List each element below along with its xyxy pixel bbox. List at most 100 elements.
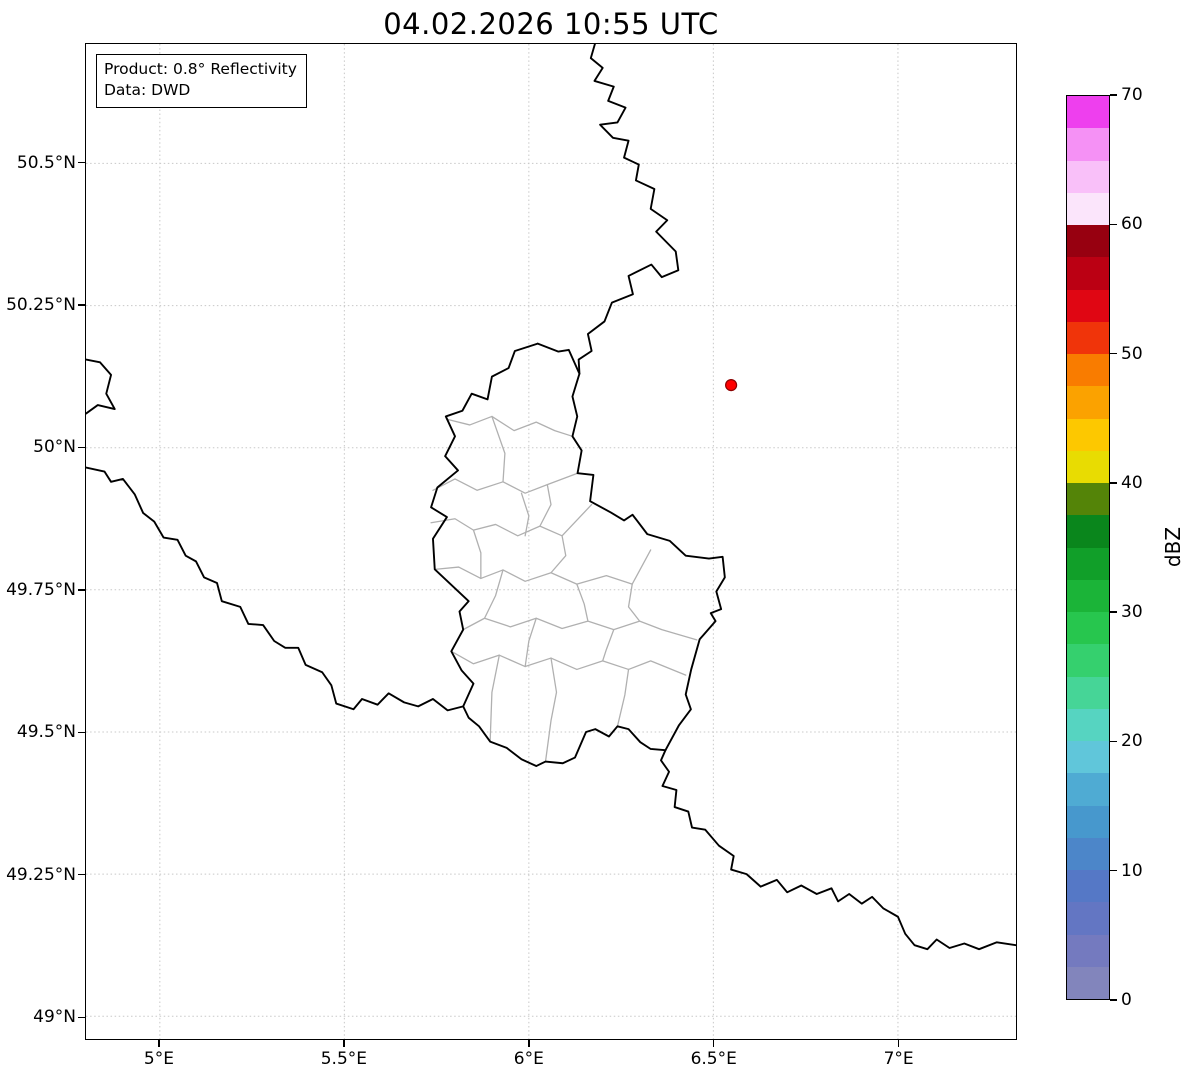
region-border-path bbox=[627, 583, 641, 622]
y-tick-mark bbox=[78, 161, 85, 164]
colorbar-segment bbox=[1067, 257, 1109, 290]
colorbar-tick-label: 70 bbox=[1121, 85, 1143, 105]
y-tick-label: 49°N bbox=[33, 1007, 76, 1028]
colorbar-segment bbox=[1067, 837, 1109, 870]
y-tick-mark bbox=[78, 446, 85, 449]
colorbar-segment bbox=[1067, 418, 1109, 451]
x-tick-mark bbox=[528, 1040, 530, 1047]
colorbar-segment bbox=[1067, 128, 1109, 161]
map-canvas bbox=[86, 44, 1016, 1039]
y-tick-mark bbox=[78, 304, 85, 306]
x-tick-mark bbox=[713, 1040, 715, 1047]
region-border-path bbox=[491, 415, 506, 483]
y-tick-label: 50°N bbox=[33, 437, 76, 458]
colorbar-segment bbox=[1067, 289, 1109, 322]
colorbar-segment bbox=[1067, 773, 1109, 806]
data-source-label: Data: DWD bbox=[104, 81, 191, 100]
colorbar-segment bbox=[1067, 741, 1109, 774]
y-tick-label: 49.5°N bbox=[16, 722, 76, 743]
colorbar-tick-label: 0 bbox=[1121, 990, 1132, 1010]
y-tick-label: 49.75°N bbox=[6, 579, 76, 600]
region-border-path bbox=[550, 535, 567, 574]
region-border-path bbox=[432, 472, 579, 494]
product-label: Product: 0.8° Reflectivity bbox=[104, 60, 297, 78]
colorbar-tick-label: 60 bbox=[1121, 214, 1143, 235]
country-border-path bbox=[86, 358, 116, 415]
region-border-path bbox=[434, 549, 652, 585]
colorbar-tick-mark bbox=[1110, 352, 1117, 355]
colorbar-tick-mark bbox=[1110, 740, 1117, 743]
colorbar-segment bbox=[1067, 321, 1109, 354]
x-tick-label: 7°E bbox=[883, 1049, 914, 1069]
y-tick-label: 50.5°N bbox=[16, 152, 76, 173]
region-border-path bbox=[430, 503, 593, 537]
colorbar-tick-mark bbox=[1110, 999, 1117, 1001]
colorbar-axis-label: dBZ bbox=[1161, 526, 1185, 568]
x-tick-mark bbox=[158, 1040, 160, 1047]
colorbar-tick-label: 10 bbox=[1121, 860, 1143, 881]
country-border-path bbox=[430, 342, 726, 767]
region-border-path bbox=[576, 583, 589, 622]
colorbar-segment bbox=[1067, 612, 1109, 645]
region-border-path bbox=[462, 617, 698, 641]
country-border-path bbox=[86, 466, 465, 712]
colorbar-segment bbox=[1067, 579, 1109, 612]
map-plot-area: Product: 0.8° Reflectivity Data: DWD bbox=[85, 43, 1017, 1040]
colorbar-tick-label: 30 bbox=[1121, 602, 1143, 623]
y-tick-mark bbox=[78, 1016, 85, 1018]
colorbar-segment bbox=[1067, 515, 1109, 548]
colorbar-segment bbox=[1067, 934, 1109, 967]
region-border-path bbox=[520, 492, 530, 537]
region-border-path bbox=[539, 483, 552, 527]
colorbar-segment bbox=[1067, 483, 1109, 516]
region-border-path bbox=[472, 529, 482, 580]
product-info-box: Product: 0.8° Reflectivity Data: DWD bbox=[96, 54, 307, 108]
region-border-path bbox=[602, 628, 615, 662]
colorbar-segment bbox=[1067, 870, 1109, 903]
region-border-path bbox=[450, 650, 687, 676]
colorbar-segment bbox=[1067, 708, 1109, 741]
colorbar-segment bbox=[1067, 225, 1109, 258]
colorbar-tick-mark bbox=[1110, 94, 1117, 96]
colorbar-segment bbox=[1067, 902, 1109, 935]
colorbar-tick-label: 50 bbox=[1121, 343, 1143, 364]
x-tick-label: 5.5°E bbox=[320, 1049, 368, 1069]
colorbar-segment bbox=[1067, 547, 1109, 580]
region-border-path bbox=[616, 668, 630, 727]
colorbar-segment bbox=[1067, 160, 1109, 193]
x-tick-label: 6.5°E bbox=[690, 1049, 737, 1069]
colorbar-segment bbox=[1067, 450, 1109, 483]
x-tick-label: 5°E bbox=[143, 1049, 174, 1069]
y-tick-mark bbox=[78, 874, 85, 876]
colorbar-segment bbox=[1067, 676, 1109, 709]
figure-title: 04.02.2026 10:55 UTC bbox=[383, 7, 719, 41]
y-tick-mark bbox=[78, 589, 85, 591]
colorbar-tick-mark bbox=[1110, 611, 1117, 613]
colorbar bbox=[1066, 95, 1110, 1000]
colorbar-segment bbox=[1067, 96, 1109, 129]
colorbar-segment bbox=[1067, 805, 1109, 838]
region-border-path bbox=[489, 654, 500, 743]
region-border-path bbox=[446, 415, 574, 437]
radar-marker bbox=[725, 379, 738, 392]
y-tick-label: 50.25°N bbox=[6, 295, 76, 316]
region-border-path bbox=[483, 569, 504, 619]
colorbar-segment bbox=[1067, 192, 1109, 225]
colorbar-tick-mark bbox=[1110, 870, 1117, 872]
colorbar-tick-label: 40 bbox=[1121, 472, 1143, 493]
colorbar-tick-mark bbox=[1110, 482, 1117, 484]
x-tick-mark bbox=[343, 1040, 345, 1047]
colorbar-tick-label: 20 bbox=[1121, 731, 1143, 752]
x-tick-label: 6°E bbox=[513, 1049, 544, 1069]
y-tick-mark bbox=[78, 731, 85, 734]
x-tick-mark bbox=[897, 1040, 900, 1047]
region-border-path bbox=[544, 657, 558, 763]
colorbar-segment bbox=[1067, 354, 1109, 387]
country-border-path bbox=[660, 749, 1016, 951]
region-border-path bbox=[524, 617, 537, 668]
colorbar-segment bbox=[1067, 386, 1109, 419]
y-tick-label: 49.25°N bbox=[6, 864, 76, 885]
country-border-path bbox=[577, 44, 680, 375]
colorbar-segment bbox=[1067, 966, 1109, 999]
